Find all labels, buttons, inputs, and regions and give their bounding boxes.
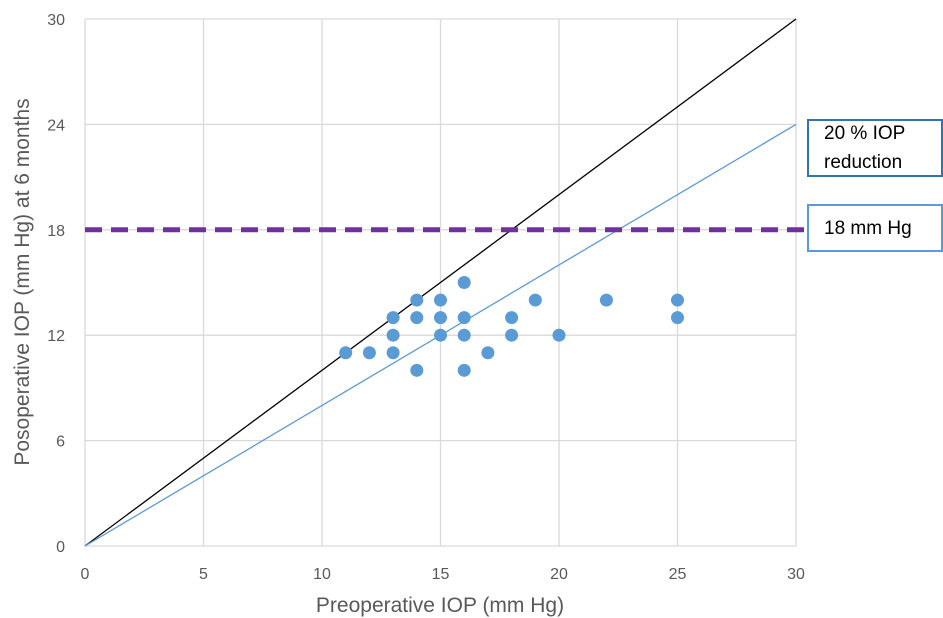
x-axis-title: Preoperative IOP (mm Hg) — [316, 594, 564, 617]
data-point — [410, 293, 424, 307]
y-tick-label: 24 — [47, 117, 65, 134]
data-point — [599, 293, 613, 307]
data-point — [386, 328, 400, 342]
data-point — [339, 346, 353, 360]
reduction-line-label: 20 % IOP reduction — [824, 123, 906, 173]
x-tick-label: 0 — [81, 566, 90, 583]
data-point — [457, 363, 471, 377]
data-point — [457, 276, 471, 289]
data-point — [362, 346, 376, 360]
data-point — [505, 311, 519, 325]
y-tick-label: 12 — [47, 328, 65, 345]
x-tick-label: 15 — [432, 566, 450, 583]
tick-labels: 0 5 10 15 20 25 30 0 6 12 18 24 30 — [47, 12, 805, 583]
data-point — [528, 293, 542, 307]
x-tick-label: 10 — [313, 566, 331, 583]
data-point — [457, 328, 471, 342]
y-tick-label: 6 — [56, 434, 65, 451]
x-tick-label: 30 — [787, 566, 805, 583]
data-point — [410, 311, 424, 325]
data-point — [552, 328, 566, 342]
reduction-line-callout: 20 % IOP reduction — [807, 119, 943, 177]
data-point — [434, 311, 447, 325]
reference-lines — [84, 18, 943, 547]
data-point — [505, 328, 519, 342]
data-point — [671, 311, 684, 325]
threshold-line-callout: 18 mm Hg — [807, 204, 943, 252]
data-point — [671, 293, 684, 307]
threshold-line-label: 18 mm Hg — [824, 217, 912, 239]
y-tick-label: 0 — [56, 539, 65, 556]
data-point — [410, 363, 424, 377]
x-tick-label: 25 — [669, 566, 687, 583]
data-point — [481, 346, 495, 360]
data-point — [434, 293, 447, 307]
data-point — [386, 346, 400, 360]
y-axis-title: Posoperative IOP (mm Hg) at 6 months — [11, 98, 34, 465]
identity-line — [84, 18, 797, 547]
data-point — [386, 311, 400, 325]
y-tick-label: 18 — [47, 223, 65, 240]
y-tick-label: 30 — [47, 12, 65, 29]
data-point — [434, 328, 447, 342]
x-tick-label: 20 — [550, 566, 568, 583]
x-tick-label: 5 — [199, 566, 208, 583]
data-point — [457, 311, 471, 325]
data-points — [339, 276, 684, 377]
